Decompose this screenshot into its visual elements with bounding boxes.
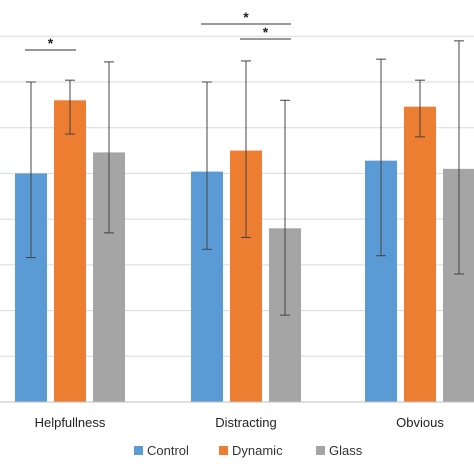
significance-markers: * * *	[25, 9, 291, 51]
legend-label-glass: Glass	[329, 443, 363, 458]
legend-swatch-glass	[316, 446, 325, 455]
x-tick-label-distracting: Distracting	[215, 415, 276, 430]
error-bars	[26, 40, 464, 316]
legend-label-control: Control	[147, 443, 189, 458]
bar-obvious-dynamic	[404, 106, 436, 402]
legend-swatch-dynamic	[219, 446, 228, 455]
significance-label: *	[263, 24, 269, 40]
significance-label: *	[243, 9, 249, 25]
significance-label: *	[48, 35, 54, 51]
legend: Control Dynamic Glass	[134, 443, 363, 458]
x-tick-labels: Helpfullness Distracting Obvious	[35, 415, 445, 430]
x-tick-label-obvious: Obvious	[396, 415, 444, 430]
x-tick-label-helpfullness: Helpfullness	[35, 415, 106, 430]
bar-helpfullness-dynamic	[54, 100, 86, 403]
bars	[15, 100, 474, 403]
legend-label-dynamic: Dynamic	[232, 443, 283, 458]
legend-swatch-control	[134, 446, 143, 455]
